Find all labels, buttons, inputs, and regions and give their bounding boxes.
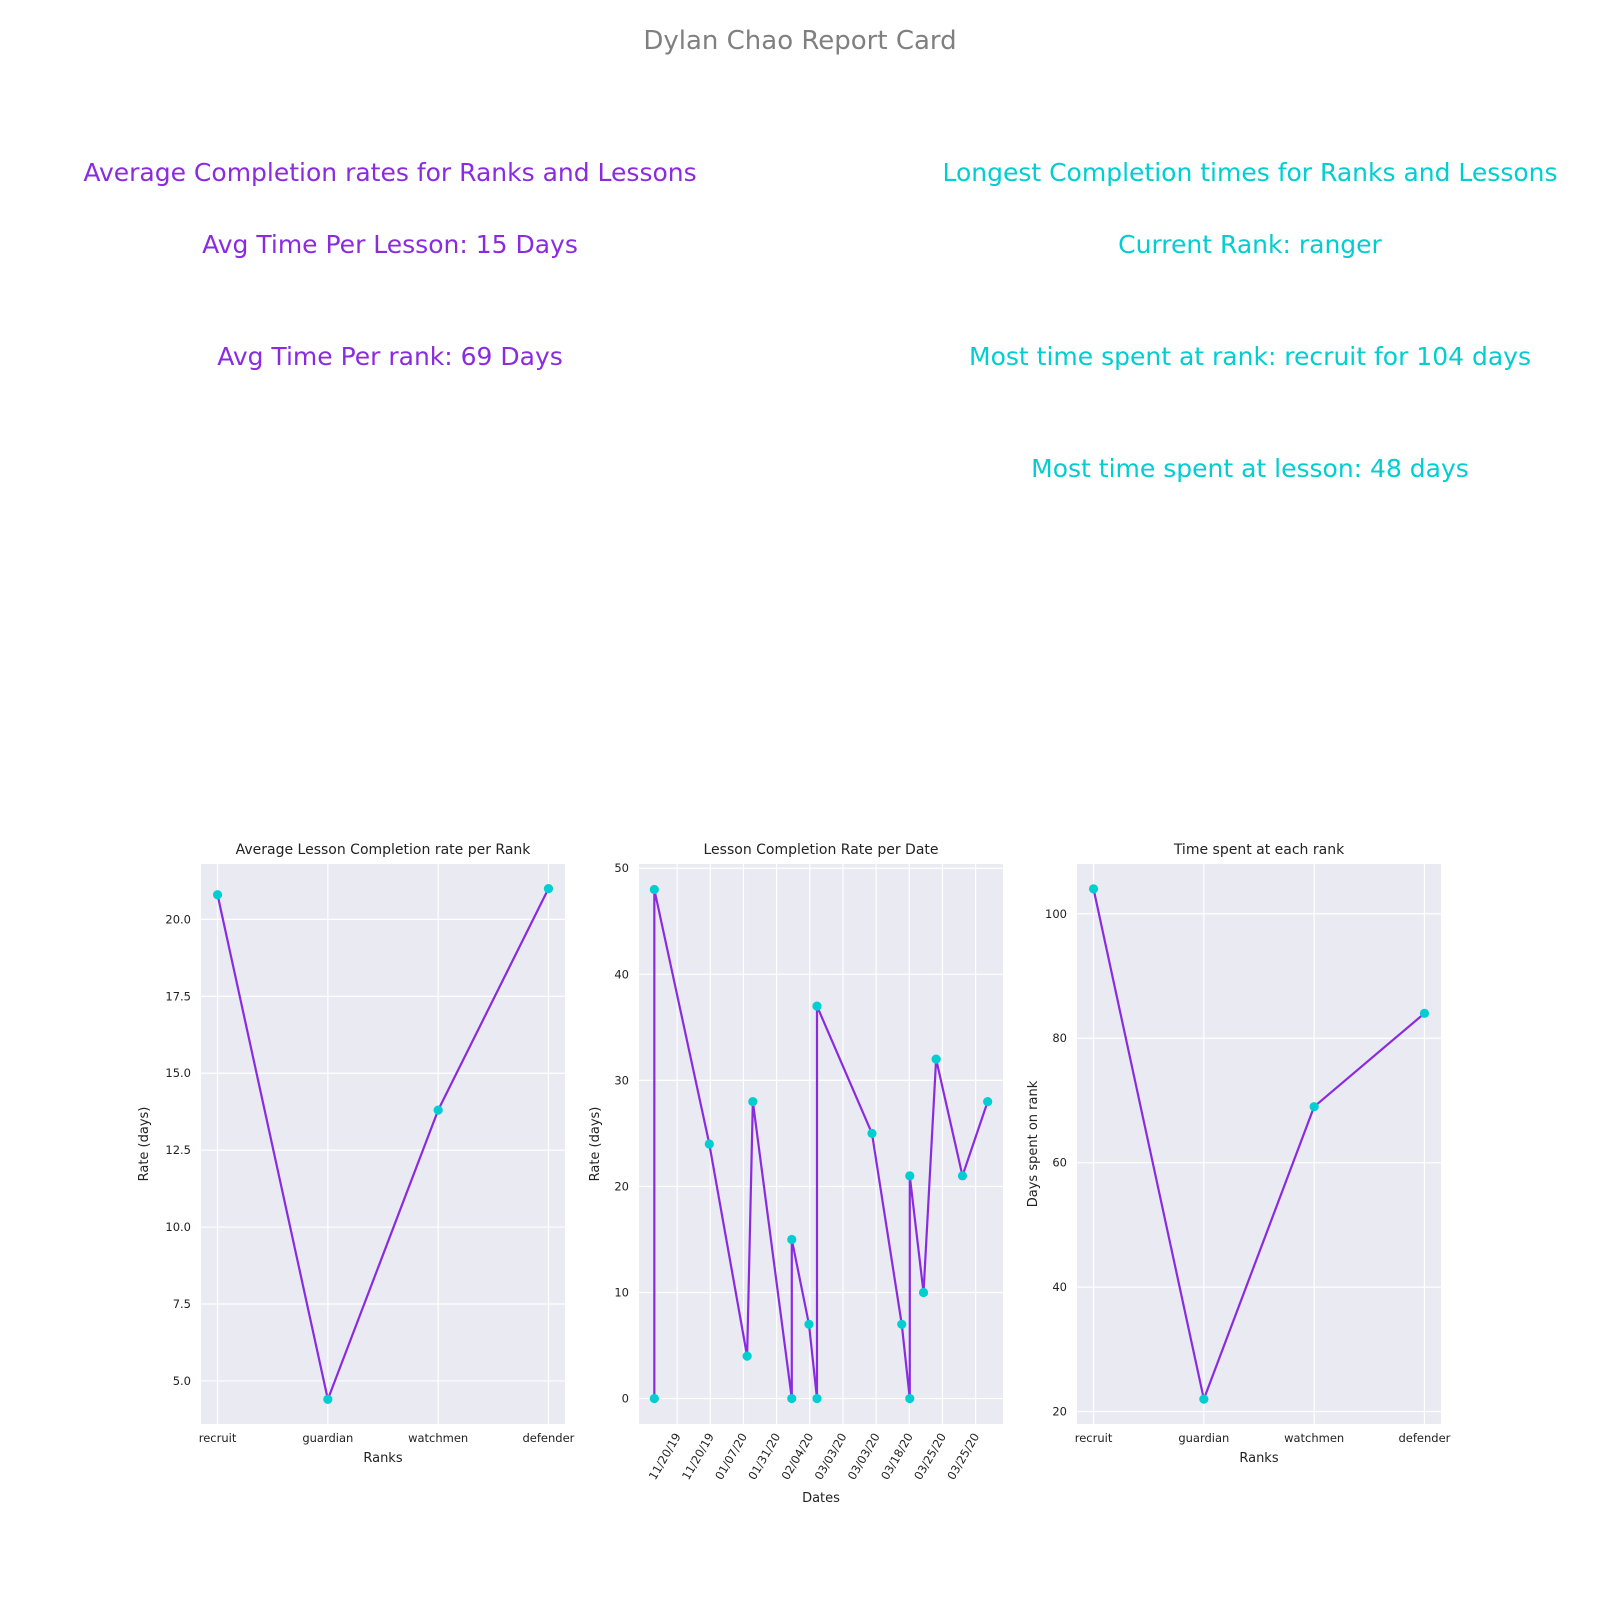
x-tick-label: 01/31/20 [745, 1431, 783, 1483]
data-point [983, 1096, 993, 1107]
series-line [216, 888, 550, 1401]
x-tick-label: watchmen [1284, 1431, 1344, 1445]
y-tick-label: 17.5 [165, 989, 191, 1003]
plot-background [1077, 864, 1441, 1424]
data-point [905, 1393, 915, 1404]
left-heading: Average Completion rates for Ranks and L… [83, 158, 697, 187]
y-axis-label: Rate (days) [137, 1107, 152, 1182]
chart-3 [1077, 864, 1441, 1424]
data-point [1419, 1008, 1430, 1018]
x-tick-label: 03/25/20 [944, 1431, 982, 1483]
y-tick-label: 20 [614, 1179, 629, 1193]
data-point [787, 1234, 797, 1245]
x-tick-label: 11/20/19 [679, 1431, 717, 1483]
x-tick-label: defender [523, 1431, 575, 1445]
chart-title: Lesson Completion Rate per Date [704, 842, 939, 858]
data-point [212, 890, 223, 900]
series-line [653, 888, 989, 1400]
chart-1 [201, 864, 565, 1424]
y-tick-label: 15.0 [165, 1066, 191, 1080]
y-tick-label: 0 [622, 1392, 629, 1406]
data-point [918, 1287, 929, 1298]
x-tick-label: 03/03/20 [845, 1431, 883, 1483]
x-axis-label: Ranks [1239, 1451, 1278, 1466]
y-tick-label: 60 [1052, 1156, 1067, 1170]
x-tick-label: guardian [302, 1431, 353, 1445]
data-point [787, 1393, 797, 1404]
x-tick-label: 03/03/20 [812, 1431, 850, 1483]
y-tick-label: 20 [1052, 1405, 1067, 1419]
y-tick-label: 50 [614, 861, 629, 875]
y-tick-label: 80 [1052, 1031, 1067, 1045]
x-axis-label: Ranks [363, 1451, 402, 1466]
data-point [742, 1351, 752, 1361]
data-point [1309, 1102, 1319, 1112]
x-axis-label: Dates [802, 1491, 840, 1506]
y-tick-label: 40 [1052, 1280, 1067, 1294]
most-time-rank: Most time spent at rank: recruit for 104… [969, 342, 1531, 371]
y-tick-label: 7.5 [173, 1297, 191, 1311]
x-tick-label: watchmen [408, 1431, 468, 1445]
x-tick-label: defender [1399, 1431, 1451, 1445]
y-axis-label: Days spent on rank [1026, 1080, 1041, 1207]
plot-background [639, 864, 1003, 1424]
data-point [867, 1128, 877, 1138]
y-tick-label: 10 [614, 1285, 629, 1299]
data-point [748, 1096, 758, 1107]
data-point [804, 1319, 814, 1329]
data-point [543, 884, 554, 894]
data-point [1199, 1394, 1209, 1404]
data-point [1088, 884, 1099, 894]
y-tick-label: 40 [614, 967, 629, 981]
y-axis-label: Rate (days) [588, 1107, 603, 1182]
data-point [905, 1171, 915, 1181]
x-tick-label: recruit [199, 1431, 237, 1445]
y-tick-label: 100 [1045, 907, 1067, 921]
data-point [323, 1394, 333, 1404]
data-point [957, 1171, 968, 1181]
x-tick-label: 03/18/20 [878, 1431, 916, 1483]
plot-background [201, 864, 565, 1424]
data-point [812, 1393, 822, 1404]
data-point [433, 1105, 443, 1115]
data-point [649, 884, 659, 895]
data-point [704, 1139, 714, 1149]
y-tick-label: 30 [614, 1073, 629, 1087]
series-line [1092, 888, 1426, 1401]
data-point [897, 1319, 907, 1329]
y-tick-label: 20.0 [165, 912, 191, 926]
avg-time-per-rank: Avg Time Per rank: 69 Days [217, 342, 563, 371]
x-tick-label: recruit [1075, 1431, 1113, 1445]
x-tick-label: 02/04/20 [778, 1431, 816, 1483]
x-tick-label: guardian [1178, 1431, 1229, 1445]
chart-2 [639, 864, 1003, 1424]
x-tick-label: 11/20/19 [646, 1431, 684, 1483]
data-point [649, 1393, 659, 1404]
data-point [931, 1054, 941, 1064]
right-heading: Longest Completion times for Ranks and L… [942, 158, 1558, 187]
y-tick-label: 12.5 [165, 1143, 191, 1157]
page-title: Dylan Chao Report Card [643, 26, 957, 56]
avg-time-per-lesson: Avg Time Per Lesson: 15 Days [202, 230, 578, 259]
chart-title: Average Lesson Completion rate per Rank [236, 842, 532, 858]
current-rank: Current Rank: ranger [1118, 230, 1382, 259]
y-tick-label: 10.0 [165, 1220, 191, 1234]
data-point [812, 1001, 822, 1011]
most-time-lesson: Most time spent at lesson: 48 days [1031, 454, 1469, 483]
chart-title: Time spent at each rank [1173, 842, 1345, 858]
x-tick-label: 01/07/20 [712, 1431, 750, 1483]
x-tick-label: 03/25/20 [911, 1431, 949, 1483]
y-tick-label: 5.0 [173, 1374, 191, 1388]
